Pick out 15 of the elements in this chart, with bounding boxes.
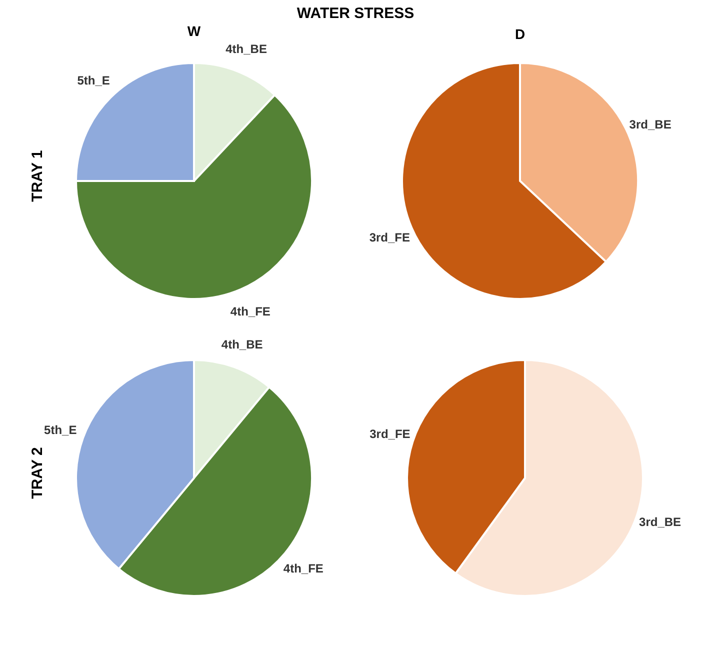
text: TRAY 1 (29, 150, 46, 202)
slice-label: 4th_FE (230, 304, 270, 318)
slice-label: 4th_BE (221, 337, 263, 352)
slice-label: 3rd_BE (629, 118, 672, 132)
chart-title: W (187, 22, 202, 39)
text: TRAY 2 (29, 447, 46, 499)
slice-label: 5th_E (77, 74, 110, 88)
slice-label: 3rd_FE (370, 427, 410, 442)
slice-label: 5th_E (44, 422, 77, 437)
slice-label: 4th_BE (226, 42, 267, 56)
slice-label: 3rd_FE (369, 230, 410, 244)
text: WATER STRESS (296, 4, 414, 22)
slice-label: 4th_FE (283, 562, 324, 576)
slice-label: 3rd_BE (639, 514, 682, 529)
chart-title: D (514, 26, 526, 42)
